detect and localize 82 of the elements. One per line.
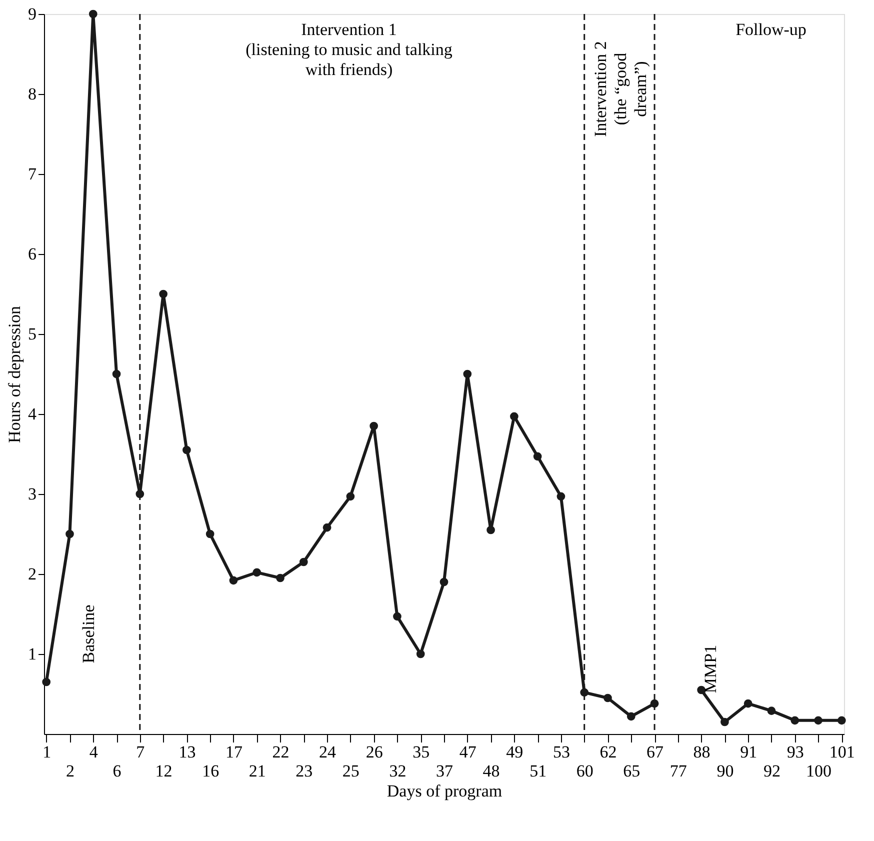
y-tick-label: 8: [28, 84, 36, 104]
point: [744, 699, 752, 708]
point: [66, 530, 74, 538]
point: [720, 718, 729, 726]
annotation: Intervention 1 (listening to music and talking with friends): [246, 20, 453, 79]
point: [416, 650, 425, 658]
x-tick-label: 22: [272, 742, 290, 762]
x-tick-label: 91: [740, 742, 758, 762]
x-tick-label: 49: [506, 742, 524, 762]
point: [88, 10, 98, 18]
x-tick-label: 100: [806, 762, 832, 780]
point: [393, 612, 402, 621]
x-tick-label: 24: [319, 742, 337, 762]
x-tick-label: 6: [112, 762, 122, 780]
point: [322, 523, 332, 532]
point: [533, 452, 542, 461]
x-tick-label: 62: [600, 742, 617, 762]
x-tick-label: 88: [693, 742, 710, 762]
x-tick-label: 90: [716, 762, 734, 780]
x-tick-label: 2: [66, 762, 74, 780]
point: [837, 716, 846, 725]
point: [346, 492, 355, 501]
x-tick-label: 4: [89, 742, 98, 762]
x-tick-label: 7: [136, 742, 146, 762]
point: [814, 716, 822, 725]
x-tick-label: 35: [412, 742, 430, 762]
x-tick-label: 51: [530, 762, 547, 780]
y-tick-label: 2: [28, 564, 36, 584]
x-tick-label: 67: [646, 742, 664, 762]
y-tick-label: 3: [28, 484, 36, 504]
point: [556, 492, 566, 501]
x-tick-label: 26: [366, 742, 383, 762]
point: [790, 716, 800, 725]
x-tick-label: 23: [296, 762, 313, 780]
x-tick-label: 12: [155, 762, 172, 780]
x-tick-label: 47: [459, 742, 477, 762]
y-tick-label: 4: [28, 404, 37, 424]
y-tick-label: 6: [28, 244, 36, 264]
x-tick-label: 37: [436, 762, 454, 780]
x-tick-label: 25: [342, 762, 360, 780]
point: [626, 712, 636, 721]
x-tick-label: 21: [248, 762, 266, 780]
x-tick-label: 93: [786, 742, 804, 762]
x-tick-label: 13: [178, 742, 196, 762]
point: [276, 574, 284, 582]
point: [206, 530, 214, 538]
y-tick-label: 1: [28, 644, 36, 664]
x-tick-label: 101: [829, 742, 855, 762]
point: [112, 370, 121, 378]
point: [440, 578, 448, 586]
x-tick-label: 48: [482, 762, 500, 780]
annotation: Intervention 2 (the “good dream”): [591, 41, 650, 137]
point: [604, 694, 612, 702]
annotation: Follow-up: [736, 20, 806, 39]
point: [463, 370, 472, 378]
y-tick-label: 9: [28, 4, 36, 24]
y-axis-title: Hours of depression: [5, 306, 24, 443]
point: [42, 678, 51, 686]
x-tick-label: 53: [552, 742, 570, 762]
x-tick-label: 77: [670, 762, 688, 780]
y-tick-label: 7: [28, 164, 37, 184]
annotation: MMP1: [701, 644, 720, 694]
x-tick-label: 16: [202, 762, 220, 780]
x-tick-label: 32: [389, 762, 406, 780]
point: [486, 526, 495, 534]
point: [767, 706, 776, 715]
x-axis-title: Days of program: [386, 782, 502, 800]
point: [229, 576, 238, 585]
point: [252, 568, 262, 577]
point: [159, 290, 168, 298]
annotation: Baseline: [79, 604, 98, 664]
point: [299, 558, 308, 566]
x-tick-label: 17: [225, 742, 243, 762]
point: [510, 412, 518, 421]
x-tick-label: 1: [42, 742, 52, 762]
y-tick-label: 5: [28, 324, 36, 344]
x-tick-label: 65: [623, 762, 640, 780]
x-tick-label: 92: [763, 762, 780, 780]
point: [182, 446, 191, 454]
point: [370, 422, 378, 430]
x-tick-label: 60: [576, 762, 594, 780]
point: [697, 686, 706, 694]
